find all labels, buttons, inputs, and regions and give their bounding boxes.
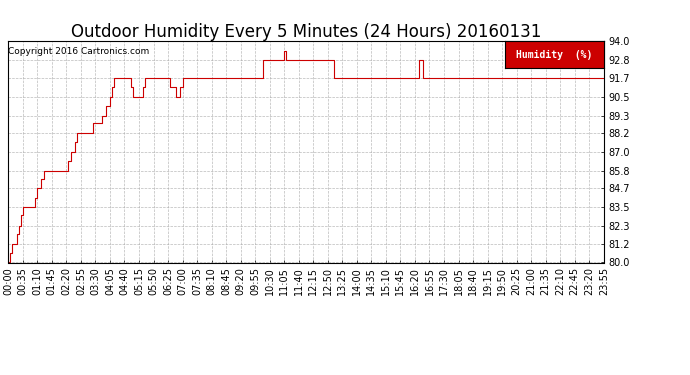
Text: Copyright 2016 Cartronics.com: Copyright 2016 Cartronics.com <box>8 47 150 56</box>
Title: Outdoor Humidity Every 5 Minutes (24 Hours) 20160131: Outdoor Humidity Every 5 Minutes (24 Hou… <box>71 23 541 41</box>
